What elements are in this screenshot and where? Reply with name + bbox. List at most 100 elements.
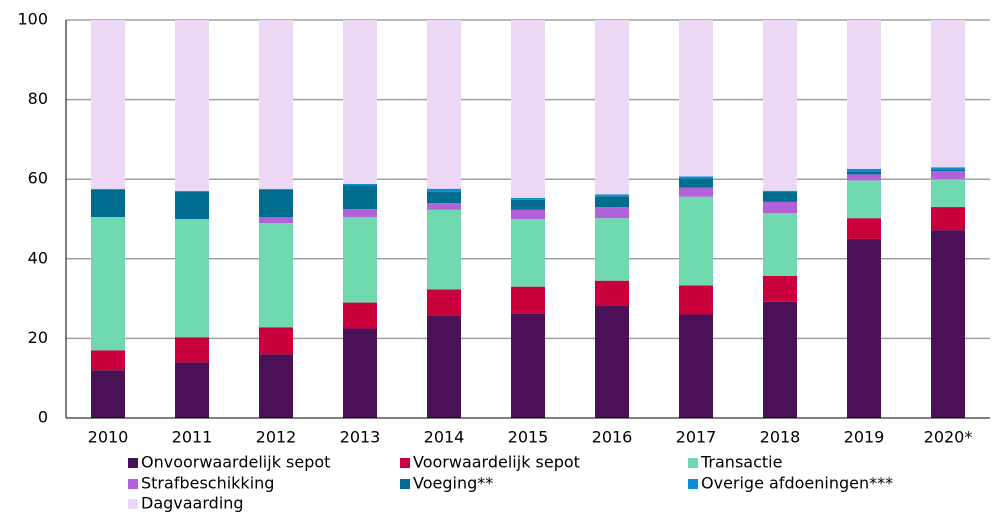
bar-segment	[679, 20, 713, 177]
x-tick-label: 2016	[592, 428, 633, 447]
bar-segment	[259, 189, 293, 218]
bar-segment	[679, 196, 713, 286]
bar-segment	[763, 191, 797, 202]
legend-swatch	[688, 479, 698, 489]
bar-segment	[343, 328, 377, 418]
bar-segment	[763, 213, 797, 276]
bar-segment	[91, 350, 125, 371]
legend-label: Dagvaarding	[141, 494, 244, 513]
bar-segment	[679, 178, 713, 188]
bar-segment	[763, 301, 797, 418]
bar-segment	[679, 187, 713, 197]
x-tick-label: 2014	[424, 428, 465, 447]
legend-label: Strafbeschikking	[141, 474, 274, 493]
bar-segment	[595, 305, 629, 418]
bar-segment	[427, 203, 461, 210]
bar-segment	[931, 179, 965, 208]
legend-swatch	[400, 479, 410, 489]
bar-segment	[595, 280, 629, 306]
bar-segment	[847, 171, 881, 175]
bar-segment	[175, 362, 209, 418]
bar-segment	[679, 285, 713, 315]
bar-segment	[259, 20, 293, 190]
y-tick-label: 40	[28, 248, 48, 267]
legend-label: Voeging**	[413, 474, 493, 493]
bar-segment	[847, 168, 881, 172]
bar-segment	[931, 171, 965, 180]
legend-label: Voorwaardelijk sepot	[413, 453, 580, 472]
bar-segment	[343, 20, 377, 184]
bar-segment	[427, 191, 461, 204]
x-tick-label: 2013	[340, 428, 381, 447]
bar-segment	[175, 191, 209, 219]
bar-segment	[931, 20, 965, 168]
bar-segment	[91, 20, 125, 190]
x-tick-label: 2010	[88, 428, 129, 447]
bar-segment	[427, 289, 461, 316]
bar-segment	[679, 314, 713, 418]
bar-segment	[259, 217, 293, 223]
y-tick-label: 20	[28, 328, 48, 347]
bar-segment	[343, 302, 377, 329]
bar-segment	[511, 219, 545, 287]
legend-label: Overige afdoeningen***	[701, 474, 893, 493]
bar-segment	[595, 218, 629, 281]
x-tick-label: 2020*	[924, 428, 973, 447]
legend-swatch	[128, 458, 138, 468]
bar-segment	[511, 197, 545, 200]
x-tick-label: 2017	[676, 428, 717, 447]
bar-segment	[427, 20, 461, 189]
bar-segment	[343, 217, 377, 303]
x-tick-label: 2015	[508, 428, 549, 447]
legend-label: Transactie	[700, 453, 782, 472]
bar-segment	[259, 327, 293, 355]
bar-segment	[259, 222, 293, 328]
bar-segment	[847, 174, 881, 181]
bar-segment	[931, 207, 965, 231]
bar-segment	[511, 286, 545, 314]
bar-segment	[763, 275, 797, 302]
x-tick-label: 2018	[760, 428, 801, 447]
bar-segment	[931, 169, 965, 172]
bar-segment	[931, 167, 965, 170]
bar-segment	[763, 201, 797, 214]
bar-segment	[511, 313, 545, 418]
x-tick-label: 2012	[256, 428, 297, 447]
bar-segment	[343, 183, 377, 186]
legend-label: Onvoorwaardelijk sepot	[141, 453, 330, 472]
bar-segment	[427, 188, 461, 192]
legend-swatch	[128, 479, 138, 489]
bar-segment	[427, 315, 461, 418]
x-tick-label: 2019	[844, 428, 885, 447]
bar-segment	[763, 190, 797, 192]
y-tick-label: 80	[28, 89, 48, 108]
bar-segment	[91, 370, 125, 418]
bar-segment	[595, 196, 629, 208]
bar-segment	[595, 207, 629, 219]
bar-segment	[175, 337, 209, 363]
bar-segment	[511, 209, 545, 219]
bar-segment	[763, 20, 797, 191]
legend-swatch	[128, 499, 138, 509]
bar-segment	[847, 238, 881, 418]
bar-segment	[847, 20, 881, 169]
bar-segment	[175, 219, 209, 338]
bar-segment	[679, 176, 713, 179]
bar-segment	[511, 20, 545, 198]
bar-segment	[259, 354, 293, 418]
x-tick-label: 2011	[172, 428, 213, 447]
bar-segment	[343, 209, 377, 218]
legend-swatch	[400, 458, 410, 468]
bar-segment	[343, 185, 377, 210]
bar-segment	[931, 230, 965, 418]
legend-swatch	[688, 458, 698, 468]
bar-segment	[175, 20, 209, 192]
bar-segment	[91, 217, 125, 351]
bar-segment	[847, 180, 881, 219]
bar-segment	[595, 194, 629, 197]
bar-segment	[847, 218, 881, 239]
bar-segment	[427, 209, 461, 290]
bar-segment	[91, 189, 125, 218]
bar-segment	[511, 199, 545, 210]
